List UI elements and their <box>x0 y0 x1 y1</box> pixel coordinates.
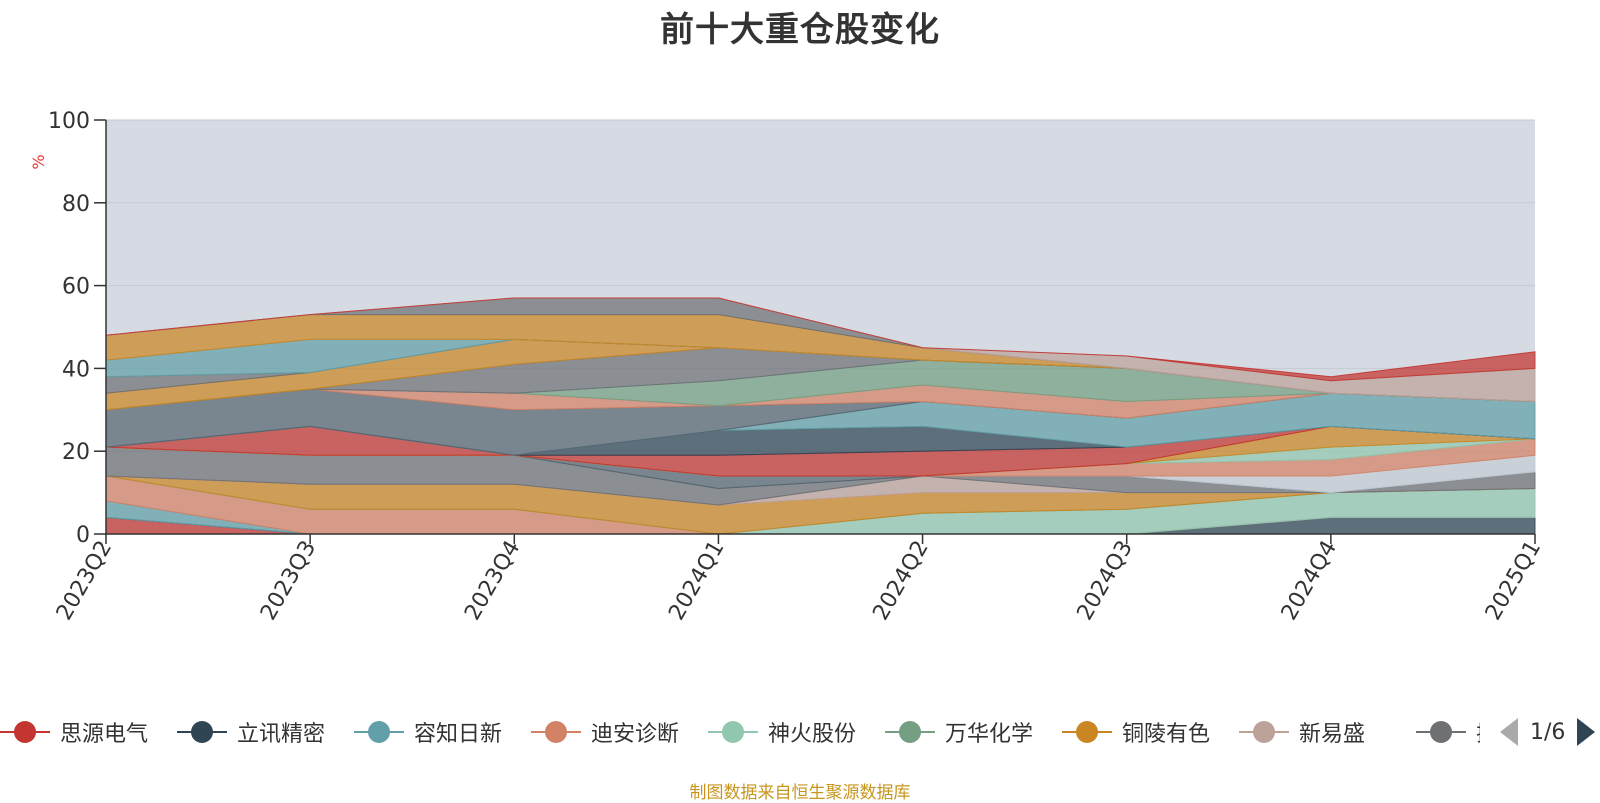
y-axis-unit: % <box>29 154 48 169</box>
legend-item[interactable]: 立讯精密 <box>177 712 325 752</box>
legend-prev-page-button[interactable] <box>1500 718 1518 746</box>
x-tick-label: 2023Q2 <box>52 537 117 625</box>
legend-label: 新易盛 <box>1299 722 1366 747</box>
legend-item[interactable]: 思源电气 <box>0 712 148 752</box>
legend-pager: 1/6 <box>1500 714 1596 750</box>
y-tick-label: 100 <box>48 109 90 134</box>
data-source-note: 制图数据来自恒生聚源数据库 <box>689 783 911 803</box>
legend: 思源电气 立讯精密 容知日新 迪安诊断 神火股份 万华化学 铜陵有色 新易盛 振华科技 <box>0 712 1480 752</box>
y-tick-label: 60 <box>62 275 90 300</box>
y-tick-label: 0 <box>76 523 90 548</box>
legend-label: 立讯精密 <box>237 722 326 747</box>
x-tick-label: 2025Q1 <box>1481 537 1546 625</box>
legend-page-indicator: 1/6 <box>1530 719 1566 745</box>
x-tick-label: 2024Q2 <box>868 537 933 625</box>
x-tick-label: 2024Q4 <box>1277 537 1342 625</box>
legend-label: 铜陵有色 <box>1122 722 1211 747</box>
x-tick-label: 2023Q3 <box>256 537 321 625</box>
legend-item[interactable]: 迪安诊断 <box>531 712 679 752</box>
legend-item[interactable]: 神火股份 <box>708 712 856 752</box>
legend-label: 迪安诊断 <box>591 722 680 747</box>
legend-label: 神火股份 <box>768 722 857 747</box>
y-tick-label: 40 <box>62 357 90 382</box>
legend-marker-icon <box>354 721 404 743</box>
legend-marker-icon <box>1239 721 1289 743</box>
y-tick-label: 80 <box>62 192 90 217</box>
legend-label: 万华化学 <box>945 722 1034 747</box>
legend-marker-icon <box>177 721 227 743</box>
legend-item[interactable]: 铜陵有色 <box>1062 712 1210 752</box>
legend-marker-icon <box>1416 721 1466 743</box>
legend-label: 思源电气 <box>60 722 149 747</box>
x-tick-label: 2024Q1 <box>664 537 729 625</box>
legend-item[interactable]: 新易盛 <box>1239 712 1365 752</box>
area-series-27 <box>105 297 1536 382</box>
x-tick-label: 2024Q3 <box>1073 537 1138 625</box>
legend-marker-icon <box>531 721 581 743</box>
legend-item[interactable]: 振华科技 <box>1416 712 1480 752</box>
legend-label: 振华科技 <box>1476 716 1480 748</box>
x-tick-label: 2023Q4 <box>460 537 525 625</box>
legend-item[interactable]: 万华化学 <box>885 712 1033 752</box>
stacked-area-chart: 0 20 40 60 80 100 2023Q2 2023Q3 2023Q4 2024Q1 2024… <box>29 109 1546 625</box>
legend-next-page-button[interactable] <box>1577 718 1596 746</box>
legend-label: 容知日新 <box>414 722 503 747</box>
legend-item[interactable]: 容知日新 <box>354 712 502 752</box>
legend-marker-icon <box>0 721 50 743</box>
legend-marker-icon <box>1062 721 1112 743</box>
legend-marker-icon <box>885 721 935 743</box>
chart-title: 前十大重仓股变化 <box>660 10 940 50</box>
legend-marker-icon <box>708 721 758 743</box>
y-tick-label: 20 <box>62 440 90 465</box>
area-series <box>105 297 1536 535</box>
